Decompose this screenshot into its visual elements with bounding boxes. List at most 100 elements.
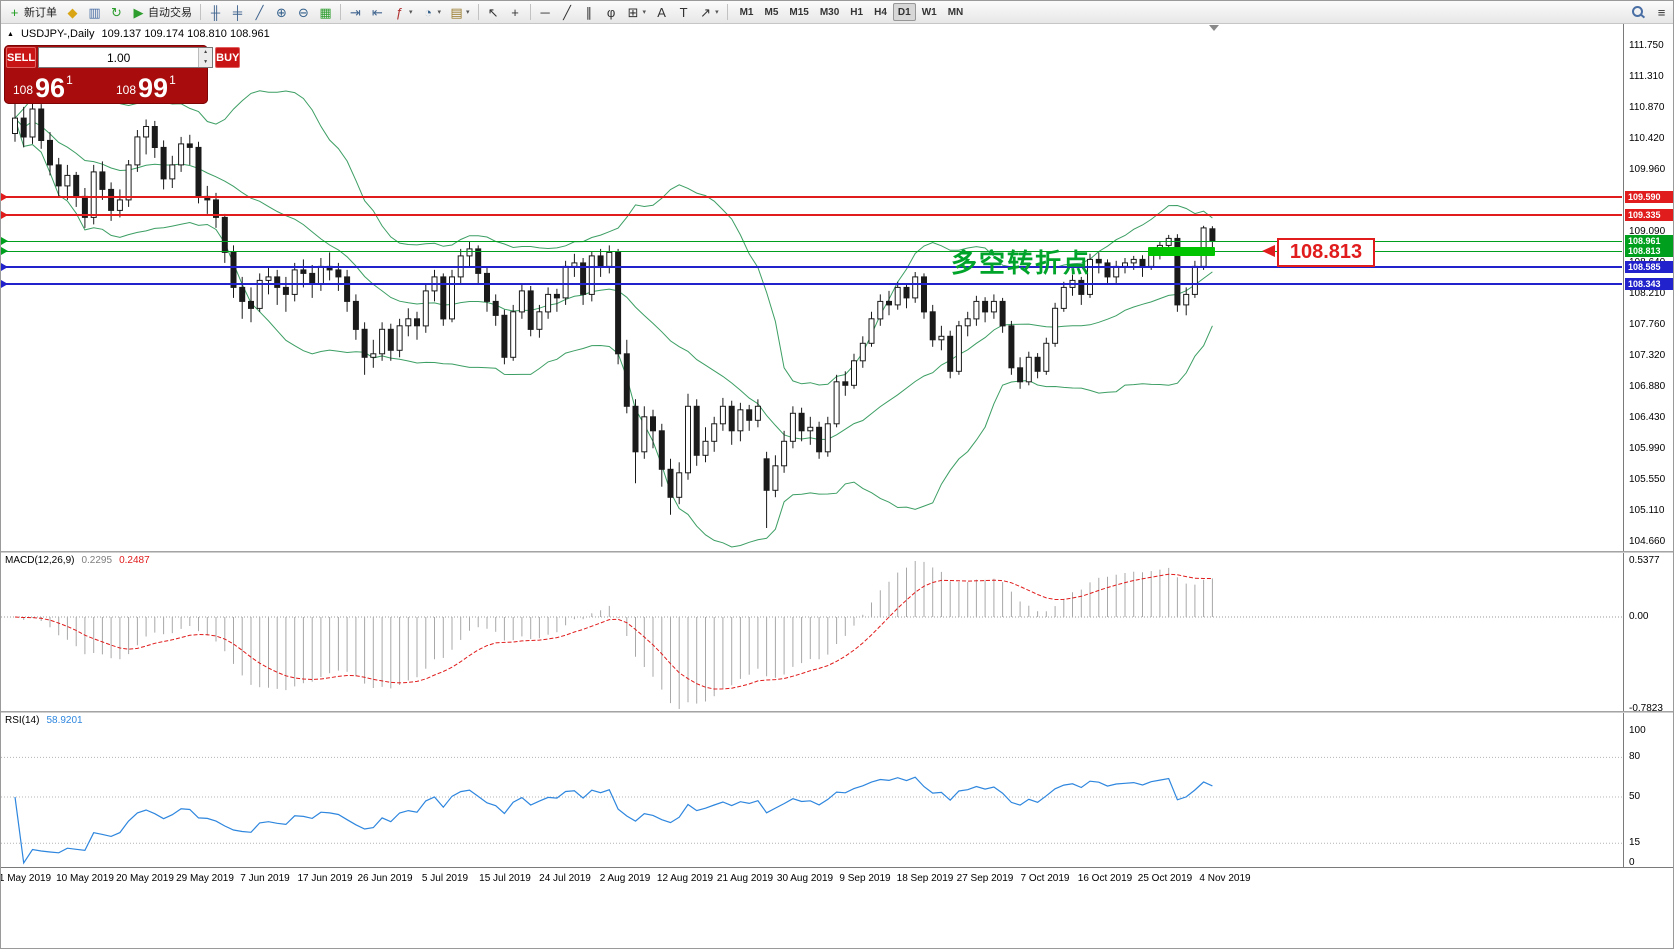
chart-collapse-icon[interactable]: ▲ — [7, 30, 14, 38]
candle-body — [1087, 258, 1093, 295]
refresh-button[interactable]: ↻ — [106, 2, 127, 22]
macd-pane[interactable]: MACD(12,26,9) 0.2295 0.2487 — [1, 553, 1622, 711]
new-order-button[interactable]: + 新订单 — [4, 2, 61, 22]
templates-button[interactable]: ▤ ▾ — [446, 2, 474, 22]
price-line-tag[interactable]: 108.343 — [1625, 278, 1673, 291]
lot-size-field[interactable]: ▲ ▼ — [38, 47, 214, 68]
candle-body — [641, 416, 648, 453]
candlestick-chart-button[interactable]: ╪ — [227, 2, 248, 22]
pane-separator[interactable] — [1, 551, 1673, 553]
arrows-button[interactable]: ↗ ▾ — [695, 2, 723, 22]
channel-button[interactable]: ∥ — [579, 2, 600, 22]
horizontal-line-button[interactable]: ─ — [535, 2, 556, 22]
time-axis-label: 5 Jul 2019 — [421, 873, 469, 884]
fibonacci-button[interactable]: φ — [601, 2, 622, 22]
horizontal-line[interactable] — [1, 196, 1622, 199]
timeframe-m1-button[interactable]: M1 — [735, 3, 759, 21]
price-axis-label: 105.110 — [1629, 505, 1665, 516]
sell-button[interactable]: SELL — [6, 47, 37, 68]
horizontal-line[interactable] — [1, 283, 1622, 286]
time-axis-label: 17 Jun 2019 — [297, 873, 353, 884]
chart-shift-button[interactable]: ⇤ — [367, 2, 388, 22]
horizontal-line[interactable] — [1, 213, 1622, 216]
buy-price-fraction: 1 — [169, 73, 176, 87]
templates-button-caret-icon: ▾ — [466, 9, 470, 16]
bar-chart-button[interactable]: ╫ — [205, 2, 226, 22]
annotation-text[interactable]: 多空转折点 — [951, 248, 1092, 278]
autotrading-icon: ▶ — [133, 4, 144, 20]
indicators-button[interactable]: ƒ ▾ — [389, 2, 417, 22]
chart-symbol-label: USDJPY-,Daily — [20, 28, 95, 40]
trendline-button[interactable]: ╱ — [557, 2, 578, 22]
toolbar-separator — [477, 4, 479, 20]
price-axis[interactable]: 109.590 109.335 108.961 108.813 108.585 108.3… — [1623, 24, 1673, 868]
text-label-button[interactable]: T — [673, 2, 694, 22]
price-line-tag[interactable]: 108.961 — [1625, 235, 1673, 248]
timeframe-h4-button[interactable]: H4 — [869, 3, 892, 21]
candle-body — [728, 405, 735, 432]
lot-decrease-button[interactable]: ▼ — [199, 57, 213, 67]
candle-body — [440, 276, 447, 320]
timeframe-d1-button[interactable]: D1 — [892, 3, 916, 21]
price-axis-label: 111.750 — [1629, 40, 1664, 51]
profiles-button[interactable]: ◆ — [62, 2, 83, 22]
line-chart-button[interactable]: ╱ — [249, 2, 270, 22]
candle-body — [501, 314, 508, 358]
candle-body — [667, 468, 674, 498]
timeframe-m15-button[interactable]: M15 — [784, 3, 813, 21]
horizontal-line[interactable] — [1, 250, 1622, 252]
highlight-bar[interactable] — [1148, 247, 1216, 257]
candle-body — [265, 276, 272, 281]
rsi-scale-label: 100 — [1629, 725, 1646, 736]
text-button[interactable]: A — [651, 2, 672, 22]
periods-button[interactable]: ◔ ▾ — [418, 2, 446, 22]
pane-separator[interactable] — [1, 711, 1673, 713]
crosshair-button[interactable]: + — [505, 2, 526, 22]
horizontal-line[interactable] — [1, 240, 1622, 242]
price-line-tag[interactable]: 109.335 — [1625, 208, 1673, 221]
cursor-button[interactable]: ↖ — [483, 2, 504, 22]
candle-body — [553, 293, 560, 299]
lot-increase-button[interactable]: ▲ — [199, 48, 213, 58]
timeframe-mn-button[interactable]: MN — [943, 3, 969, 21]
candle-body — [1174, 237, 1181, 306]
price-line-tag[interactable]: 109.590 — [1625, 191, 1673, 204]
time-axis[interactable]: 1 May 2019 10 May 2019 20 May 2019 29 May 2… — [1, 867, 1673, 892]
buy-price[interactable]: 108 99 1 — [103, 69, 206, 101]
price-callout-box[interactable]: 108.813 — [1277, 238, 1375, 268]
candle-body — [1165, 237, 1172, 246]
timeframe-m30-button[interactable]: M30 — [815, 3, 844, 21]
tile-windows-button[interactable]: ▦ — [315, 2, 336, 22]
sell-price[interactable]: 108 96 1 — [6, 69, 103, 101]
rsi-pane[interactable]: RSI(14) 58.9201 — [1, 713, 1622, 867]
candle-body — [737, 409, 744, 432]
auto-scroll-button[interactable]: ⇥ — [345, 2, 366, 22]
timeframe-h1-button[interactable]: H1 — [845, 3, 868, 21]
macd-main-value: 0.2295 — [81, 555, 113, 566]
horizontal-line[interactable] — [1, 266, 1622, 269]
buy-button[interactable]: BUY — [215, 47, 241, 68]
candle-body — [859, 342, 866, 362]
candle-body — [134, 136, 141, 166]
candle-body — [1191, 265, 1198, 295]
lot-size-input[interactable] — [39, 48, 199, 67]
timeframe-w1-button[interactable]: W1 — [917, 3, 942, 21]
timeframe-m5-button[interactable]: M5 — [759, 3, 783, 21]
price-line-tag[interactable]: 108.585 — [1625, 261, 1673, 274]
macd-scale-min-label: -0.7823 — [1629, 703, 1663, 714]
autotrading-button[interactable]: ▶ 自动交易 — [128, 2, 196, 22]
candle-body — [947, 335, 954, 372]
shapes-button[interactable]: ⊞ ▾ — [623, 2, 651, 22]
time-axis-label: 2 Aug 2019 — [599, 873, 651, 884]
candle-body — [1078, 279, 1085, 295]
quick-menu-button[interactable]: ≡ — [1651, 2, 1672, 22]
market-watch-button[interactable]: ▥ — [84, 2, 105, 22]
price-line-tag[interactable]: 108.813 — [1625, 245, 1673, 258]
search-button[interactable] — [1628, 2, 1650, 22]
main-chart-canvas — [12, 25, 1219, 548]
price-axis-label: 106.880 — [1629, 381, 1666, 392]
zoom-in-button[interactable]: ⊕ — [271, 2, 292, 22]
main-chart-pane[interactable]: ▲ USDJPY-,Daily 109.137 109.174 108.810 … — [1, 24, 1622, 551]
zoom-out-button[interactable]: ⊖ — [293, 2, 314, 22]
price-axis-label: 109.960 — [1629, 164, 1666, 175]
